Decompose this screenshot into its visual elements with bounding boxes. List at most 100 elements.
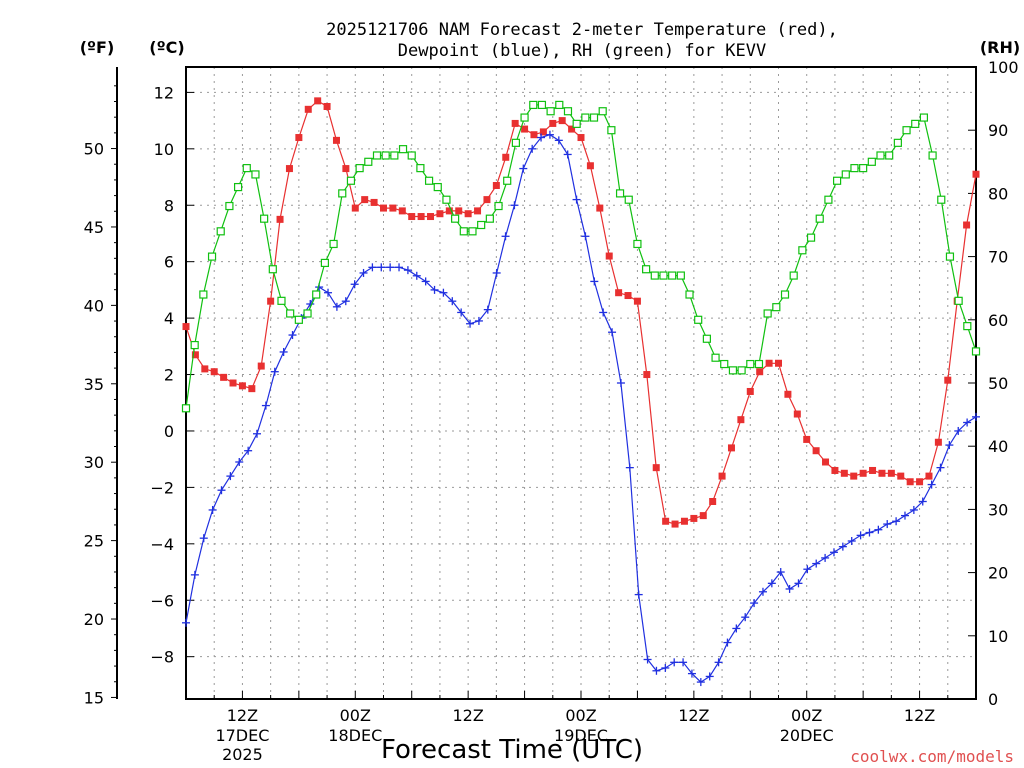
rh-point xyxy=(954,296,963,305)
temperature-point xyxy=(568,125,576,133)
rh-point xyxy=(485,214,494,223)
temperature-point xyxy=(972,170,980,178)
temperature-point xyxy=(869,466,877,474)
fahrenheit-tick-label: 50 xyxy=(84,140,104,159)
dewpoint-point xyxy=(519,164,528,173)
temperature-point xyxy=(408,213,416,221)
dewpoint-point xyxy=(821,553,830,562)
chart-title-line-2: Dewpoint (blue), RH (green) for KEVV xyxy=(398,41,766,61)
temperature-point xyxy=(727,444,735,452)
rh-point xyxy=(225,201,234,211)
temperature-point xyxy=(210,368,218,376)
temperature-point xyxy=(652,464,660,472)
temperature-point xyxy=(718,472,726,480)
celsius-tick-label: 0 xyxy=(164,422,174,441)
x-tick-date-label: 19DEC xyxy=(554,726,608,745)
dewpoint-point xyxy=(537,133,546,142)
rh-point xyxy=(442,195,451,204)
temperature-point xyxy=(680,517,688,525)
dewpoint-point xyxy=(244,446,253,455)
dewpoint-point xyxy=(590,277,599,286)
temperature-point xyxy=(511,119,519,127)
rh-point xyxy=(468,227,477,236)
temperature-point xyxy=(427,213,435,221)
dewpoint-point xyxy=(466,319,475,328)
temperature-point xyxy=(746,387,754,395)
temperature-point xyxy=(812,447,820,455)
temperature-point xyxy=(238,382,246,390)
gridlines xyxy=(186,67,976,699)
dewpoint-point xyxy=(510,201,519,210)
temperature-point xyxy=(502,153,510,161)
rh-point xyxy=(207,252,217,261)
rh-tick-label: 30 xyxy=(988,500,1008,519)
rh-point xyxy=(355,164,364,173)
x-tick-label: 12Z xyxy=(678,706,709,725)
temperature-point xyxy=(332,136,340,144)
rh-point xyxy=(971,347,981,356)
temperature-point xyxy=(436,210,444,218)
temperature-point xyxy=(530,131,538,139)
rh-point xyxy=(216,227,225,236)
dewpoint-point xyxy=(758,587,767,596)
site-credit: coolwx.com/models xyxy=(850,747,1014,766)
dewpoint-point xyxy=(270,367,279,376)
temperature-point xyxy=(709,498,717,505)
rh-point xyxy=(945,252,955,261)
axes: 5045403530252015121086420−2−4−6−81009080… xyxy=(84,58,1019,764)
dewpoint-point xyxy=(643,655,652,664)
dewpoint-point xyxy=(696,678,705,687)
dewpoint-point xyxy=(750,599,759,608)
dewpoint-point xyxy=(670,658,679,667)
temperature-point xyxy=(380,204,387,212)
dewpoint-point xyxy=(883,520,892,529)
rh-point xyxy=(885,151,894,160)
temperature-point xyxy=(615,289,623,297)
rh-point xyxy=(911,119,920,128)
dewpoint-point xyxy=(199,534,208,543)
temperature-point xyxy=(370,198,378,206)
rh-point xyxy=(303,309,312,318)
rh-point xyxy=(720,359,729,369)
rh-axis-label: (RH) xyxy=(980,38,1020,57)
temperature-point xyxy=(859,469,867,477)
x-axis-title: Forecast Time (UTC) xyxy=(381,735,643,765)
rh-point xyxy=(746,359,755,369)
fahrenheit-tick-label: 25 xyxy=(84,532,104,551)
rh-point xyxy=(555,100,564,110)
dewpoint-point xyxy=(474,316,483,325)
rh-point xyxy=(381,151,390,160)
rh-point xyxy=(424,176,434,185)
celsius-tick-label: −6 xyxy=(150,591,174,610)
rh-point xyxy=(633,239,642,249)
fahrenheit-axis-label: (ºF) xyxy=(80,38,115,57)
rh-point xyxy=(867,157,876,166)
x-tick-date-label: 18DEC xyxy=(328,726,382,745)
temperature-point xyxy=(737,416,745,424)
dewpoint-point xyxy=(785,584,794,593)
temperature-point xyxy=(464,210,472,218)
rh-point xyxy=(598,107,607,116)
temperature-point xyxy=(191,351,199,359)
temperature-point xyxy=(314,97,322,105)
dewpoint-point xyxy=(332,302,341,311)
dewpoint-point xyxy=(794,579,803,588)
temperature-point xyxy=(840,469,848,477)
rh-point xyxy=(529,100,538,110)
rh-tick-label: 60 xyxy=(988,311,1008,330)
rh-point xyxy=(702,334,711,343)
rh-point xyxy=(260,214,269,223)
dewpoint-point xyxy=(608,328,617,337)
temperature-point xyxy=(248,385,256,393)
dewpoint-point xyxy=(963,418,972,427)
rh-point xyxy=(477,220,486,230)
dewpoint-point xyxy=(599,308,608,317)
rh-point xyxy=(832,176,842,185)
celsius-tick-label: 6 xyxy=(164,253,174,272)
rh-point xyxy=(511,138,520,147)
dewpoint-point xyxy=(927,480,936,489)
temperature-point xyxy=(577,134,585,142)
temperature-point xyxy=(549,119,557,127)
temperature-point xyxy=(323,103,331,110)
rh-point xyxy=(199,290,208,299)
